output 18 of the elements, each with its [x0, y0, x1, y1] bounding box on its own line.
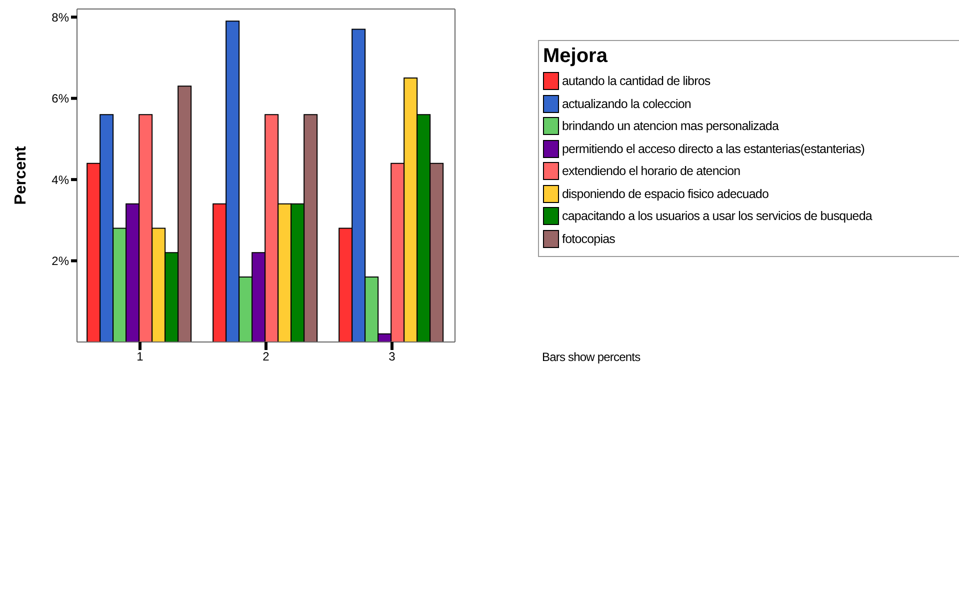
legend-label: capacitando a los usuarios a usar los servicios de busqueda: [562, 209, 872, 224]
x-tick-label: 3: [388, 350, 396, 364]
legend-label: actualizando la coleccion: [562, 96, 691, 111]
y-tick-label: 2%: [52, 254, 70, 268]
legend-label: disponiendo de espacio fisico adecuado: [562, 186, 768, 201]
x-tick-label: 1: [136, 350, 144, 364]
legend-label: permitiendo el acceso directo a las estanterias(estanterias): [562, 142, 865, 156]
legend-label: autando la cantidad de libros: [562, 74, 710, 88]
text: Bars show percents: [542, 350, 640, 364]
y-axis-title: Percent: [12, 145, 30, 205]
y-tick-label: 8%: [52, 10, 70, 24]
legend-label: fotocopias: [562, 232, 615, 246]
y-tick-label: 4%: [52, 172, 70, 187]
y-tick-label: 6%: [52, 92, 70, 106]
x-tick-label: 2: [262, 350, 270, 364]
legend-label: extendiendo el horario de atencion: [562, 164, 740, 178]
legend-label: brindando un atencion mas personalizada: [562, 119, 779, 134]
legend-title: Mejora: [543, 45, 609, 68]
